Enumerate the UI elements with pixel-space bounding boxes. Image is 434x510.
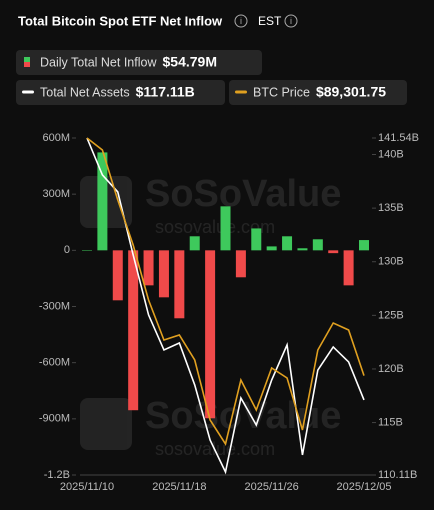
legend-swatch: [24, 57, 30, 62]
y2-tick-label: 130B: [378, 256, 404, 268]
bar: [97, 152, 108, 251]
x-tick-label: 2025/11/18: [152, 481, 206, 493]
legend-chip: [229, 80, 407, 105]
bar: [282, 236, 293, 251]
svg-text:i: i: [240, 16, 242, 26]
watermark-brand: SoSoValue: [145, 173, 341, 215]
x-tick-label: 2025/11/26: [245, 481, 299, 493]
bar: [128, 250, 139, 411]
legend-value: $54.79M: [163, 54, 217, 70]
legend-label: Daily Total Net Inflow: [40, 55, 157, 69]
y-tick-label: -1.2B: [44, 469, 70, 481]
bar: [143, 250, 154, 286]
y-tick-label: 300M: [42, 188, 70, 200]
y2-tick-label: 140B: [378, 148, 404, 160]
y-tick-label: -900M: [39, 413, 70, 425]
bar: [174, 250, 185, 319]
x-tick-label: 2025/12/05: [336, 481, 391, 493]
legend-label: BTC Price: [253, 85, 310, 99]
bar: [343, 250, 354, 286]
watermark: SoSoValue sosovalue.com SoSoValue sosova…: [80, 173, 341, 459]
bar: [158, 250, 169, 298]
bar: [235, 250, 246, 278]
y2-tick-label: 110.11B: [378, 469, 417, 481]
legend-chip: [16, 50, 262, 75]
timezone: EST: [258, 14, 282, 28]
bar: [359, 240, 369, 251]
chart-title: Total Bitcoin Spot ETF Net Inflow: [18, 13, 223, 28]
bar: [251, 228, 262, 251]
watermark-site: sosovalue.com: [155, 217, 275, 237]
y-tick-label: 0: [64, 244, 70, 256]
y2-tick-label: 120B: [378, 363, 404, 375]
legend-value: $89,301.75: [316, 84, 386, 100]
legend-value: $117.11B: [136, 84, 195, 100]
svg-text:i: i: [290, 16, 292, 26]
bar: [220, 206, 231, 251]
y2-tick-label: 125B: [378, 309, 404, 321]
info-icon[interactable]: i: [284, 14, 298, 28]
bar: [297, 248, 308, 251]
legend-swatch: [235, 90, 247, 94]
y2-tick-label: 115B: [378, 416, 403, 428]
legend-chip: [16, 80, 225, 105]
bar: [82, 250, 92, 251]
legend-swatch: [24, 62, 30, 67]
line: [86, 137, 365, 475]
y2-tick-label: 141.54B: [378, 132, 419, 144]
info-icon[interactable]: i: [234, 14, 248, 28]
bar: [189, 236, 200, 251]
y2-tick-label: 135B: [378, 202, 404, 214]
legend-label: Total Net Assets: [40, 85, 130, 99]
x-tick-label: 2025/11/10: [60, 481, 114, 493]
bar: [328, 250, 339, 254]
line: [86, 137, 365, 446]
y-tick-label: 600M: [42, 132, 70, 144]
bar: [205, 250, 216, 419]
bar: [112, 250, 123, 301]
legend-swatch: [22, 90, 34, 94]
bar: [266, 246, 277, 251]
bar: [312, 239, 323, 251]
y-tick-label: -300M: [39, 300, 70, 312]
y-tick-label: -600M: [39, 357, 70, 369]
